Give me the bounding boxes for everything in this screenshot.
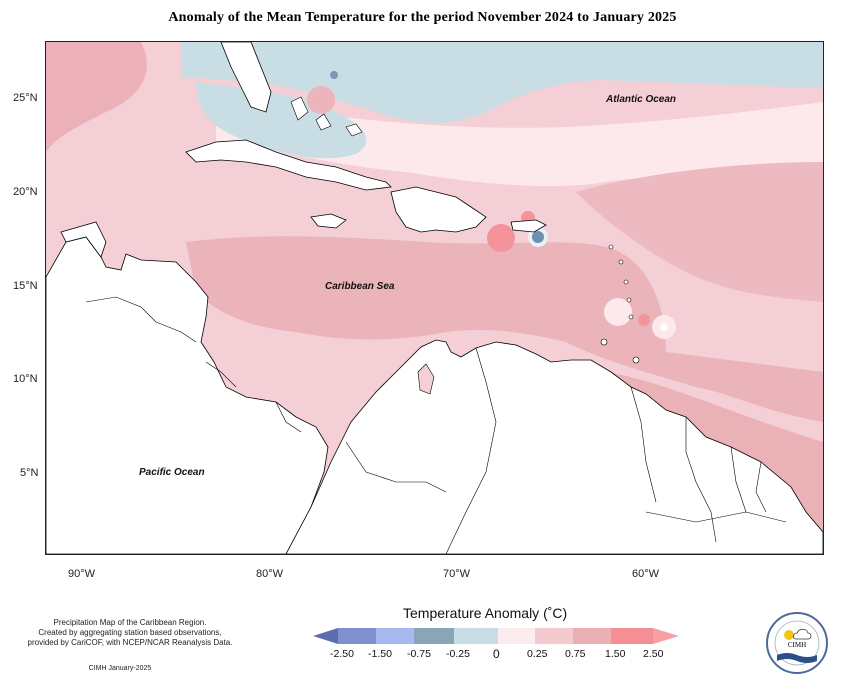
logo-text: CIMH	[788, 641, 806, 649]
legend-swatch-4	[454, 628, 498, 644]
legend-swatch-1	[338, 628, 376, 644]
lat-label-20n: 20°N	[13, 186, 38, 198]
lon-label-80w: 80°W	[256, 568, 284, 580]
legend-colorbar	[313, 628, 679, 644]
legend-label-4: 0	[493, 647, 500, 661]
legend-swatch-2	[376, 628, 414, 644]
legend-label-1: -1.50	[368, 648, 392, 660]
legend-swatch-5	[498, 628, 535, 644]
lat-label-5n: 5°N	[20, 467, 39, 479]
legend-title: Temperature Anomaly (˚C)	[403, 605, 568, 621]
lon-label-70w: 70°W	[443, 568, 471, 580]
lon-label-60w: 60°W	[632, 568, 660, 580]
lat-label-25n: 25°N	[13, 92, 38, 104]
footer-description: Precipitation Map of the Caribbean Regio…	[10, 618, 250, 648]
legend-swatch-0	[313, 628, 338, 644]
lon-label-90w: 90°W	[68, 568, 96, 580]
legend-swatch-3	[414, 628, 454, 644]
legend-label-6: 0.75	[565, 648, 586, 660]
temperature-anomaly-map	[45, 41, 824, 555]
legend-swatch-6	[535, 628, 573, 644]
caribbean-sea-label: Caribbean Sea	[325, 281, 395, 292]
footer-line-3: provided by CariCOF, with NCEP/NCAR Rean…	[27, 638, 233, 647]
legend-swatch-8	[611, 628, 653, 644]
cimh-logo: CIMH	[766, 612, 828, 674]
footer-line-1: Precipitation Map of the Caribbean Regio…	[53, 618, 207, 627]
legend-label-3: -0.25	[446, 648, 470, 660]
legend-label-2: -0.75	[407, 648, 431, 660]
map-title: Anomaly of the Mean Temperature for the …	[168, 10, 677, 25]
pacific-ocean-label: Pacific Ocean	[139, 467, 205, 478]
legend-label-0: -2.50	[330, 648, 354, 660]
legend-label-7: 1.50	[605, 648, 626, 660]
footer-line-2: Created by aggregating station based obs…	[38, 628, 222, 637]
atlantic-ocean-label: Atlantic Ocean	[606, 94, 677, 105]
footer-credit: CIMH January-2025	[88, 665, 152, 672]
legend-label-8: 2.50	[643, 648, 664, 660]
legend-swatch-9	[653, 628, 679, 644]
legend-swatch-7	[573, 628, 611, 644]
lat-label-10n: 10°N	[13, 373, 38, 385]
lat-label-15n: 15°N	[13, 280, 38, 292]
legend-label-5: 0.25	[527, 648, 548, 660]
